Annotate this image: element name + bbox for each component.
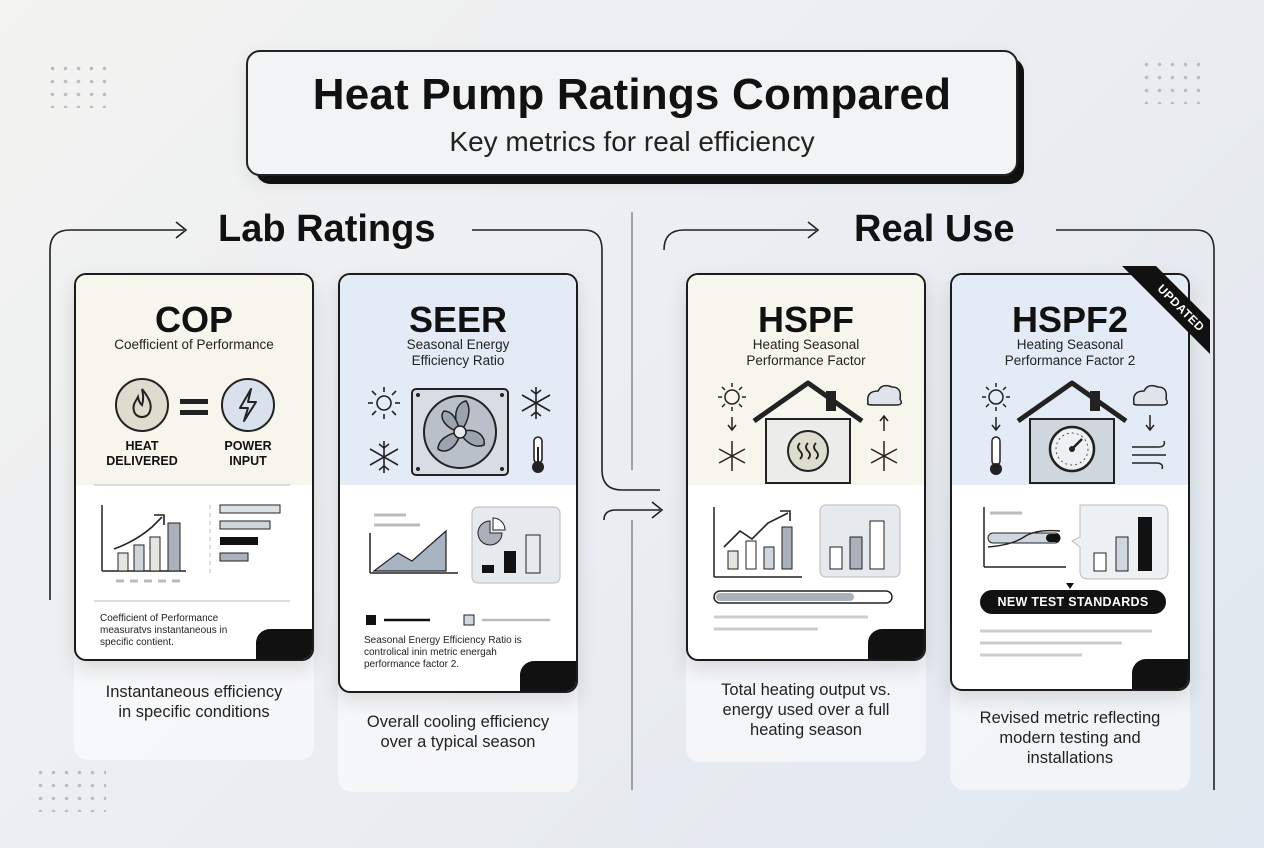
seer-description-line-1: Overall cooling efficiency bbox=[366, 713, 550, 731]
seer-small-text-2: controlical inin metric energah bbox=[364, 647, 497, 658]
hspf2-description-line-2: modern testing and bbox=[999, 729, 1141, 747]
cop-input-label: INPUT bbox=[229, 454, 267, 468]
cop-bar-chart-icon bbox=[94, 484, 290, 602]
title-banner: Heat Pump Ratings Compared Key metrics f… bbox=[246, 50, 1018, 176]
seer-title: SEER bbox=[408, 299, 508, 340]
decor-dots-top-right bbox=[1140, 58, 1200, 104]
hspf-description-line-3: heating season bbox=[750, 721, 862, 739]
cop-heat-label: HEAT bbox=[125, 439, 159, 453]
snowflake-icon bbox=[521, 387, 551, 419]
hspf2-description-line-3: installations bbox=[1026, 749, 1114, 767]
section-real-use: Real Use bbox=[854, 208, 1015, 250]
section-lab-ratings: Lab Ratings bbox=[218, 208, 436, 250]
updated-ribbon: UPDATED bbox=[1110, 266, 1210, 366]
house-gauge-icon bbox=[982, 380, 1169, 484]
cop-power-label: POWER bbox=[224, 439, 272, 453]
seer-subtitle-line-1: Seasonal Energy bbox=[406, 337, 510, 352]
lightning-icon bbox=[221, 378, 275, 432]
thermometer-icon bbox=[532, 436, 544, 473]
hspf2-text-lines bbox=[980, 629, 1152, 657]
cop-title: COP bbox=[154, 299, 233, 340]
seer-small-text-1: Seasonal Energy Efficiency Ratio is bbox=[364, 635, 522, 646]
cop-small-text-2: measuratvs instantaneous in bbox=[100, 625, 228, 636]
decor-dots-bottom-left bbox=[34, 766, 106, 812]
card-hspf: HSPF Heating Seasonal Performance Factor bbox=[686, 273, 926, 661]
hspf2-subtitle-line-1: Heating Seasonal bbox=[1016, 337, 1124, 352]
snowflake-icon bbox=[369, 441, 399, 473]
cop-small-text-1: Coefficient of Performance bbox=[100, 613, 219, 624]
cop-subtitle: Coefficient of Performance bbox=[114, 337, 274, 352]
page-subtitle: Key metrics for real efficiency bbox=[449, 126, 815, 157]
seer-subtitle-line-2: Efficiency Ratio bbox=[411, 353, 505, 368]
cop-card-corner bbox=[256, 629, 312, 659]
flame-icon bbox=[115, 378, 169, 432]
cop-small-text-3: specific contient. bbox=[100, 637, 174, 648]
cop-description-line-2: in specific conditions bbox=[118, 703, 270, 721]
fan-icon bbox=[411, 388, 509, 476]
hspf-title: HSPF bbox=[757, 299, 854, 340]
cop-delivered-label: DELIVERED bbox=[106, 454, 178, 468]
hspf2-chart-icon bbox=[983, 504, 1169, 589]
page-title: Heat Pump Ratings Compared bbox=[312, 70, 952, 119]
hspf-chart-icon bbox=[713, 504, 901, 578]
hspf-progress-bar bbox=[713, 590, 893, 631]
card-cop: COP Coefficient of Performance HEAT DELI… bbox=[74, 273, 314, 661]
seer-card-corner bbox=[520, 661, 576, 691]
new-test-standards-pill: NEW TEST STANDARDS bbox=[980, 590, 1166, 614]
hspf2-card-corner bbox=[1132, 659, 1188, 689]
card-seer: SEER Seasonal Energy Efficiency Ratio bbox=[338, 273, 578, 693]
hspf2-subtitle-line-2: Performance Factor 2 bbox=[1004, 353, 1136, 368]
card-hspf2: HSPF2 Heating Seasonal Performance Facto… bbox=[950, 273, 1190, 691]
seer-small-text-3: performance factor 2. bbox=[364, 659, 460, 670]
hspf-description-line-2: energy used over a full bbox=[722, 701, 890, 719]
seer-description-line-2: over a typical season bbox=[380, 733, 536, 751]
hspf2-title: HSPF2 bbox=[1011, 299, 1129, 340]
hspf-subtitle-line-2: Performance Factor bbox=[746, 353, 866, 368]
cop-description-line-1: Instantaneous efficiency bbox=[105, 683, 283, 701]
updated-badge: UPDATED bbox=[1119, 266, 1210, 366]
seer-legend-icon bbox=[366, 614, 550, 626]
hspf-card-corner bbox=[868, 629, 924, 659]
hspf-subtitle-line-1: Heating Seasonal bbox=[752, 337, 860, 352]
decor-dots-top-left bbox=[46, 62, 106, 108]
hspf-description-line-1: Total heating output vs. bbox=[721, 681, 891, 699]
equals-icon bbox=[180, 399, 208, 415]
sun-icon bbox=[368, 387, 400, 419]
house-icon bbox=[718, 380, 903, 484]
seer-area-chart-icon bbox=[369, 506, 561, 584]
hspf2-description-line-1: Revised metric reflecting bbox=[979, 709, 1161, 727]
